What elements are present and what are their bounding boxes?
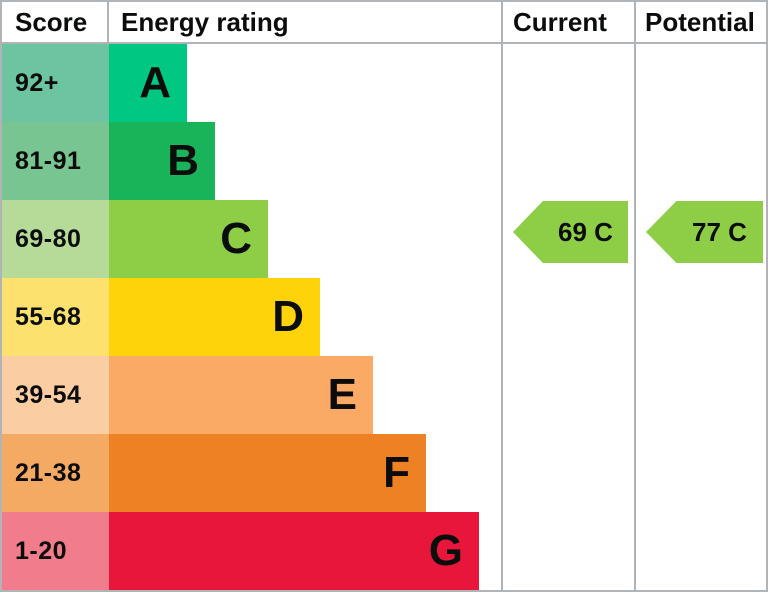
band-e-bar: E: [109, 356, 373, 434]
band-f-score-range: 21-38: [2, 434, 109, 512]
potential-rating-label: 77 C: [692, 216, 747, 247]
band-e-letter: E: [327, 370, 357, 419]
band-e-score-range: 39-54: [2, 356, 109, 434]
band-f-letter: F: [383, 448, 410, 497]
band-row-c: 69-80 C: [2, 200, 501, 278]
band-g-bar: G: [109, 512, 479, 590]
band-c-score-range: 69-80: [2, 200, 109, 278]
band-d-score-range: 55-68: [2, 278, 109, 356]
header-underline: [2, 42, 766, 44]
current-rating-label: 69 C: [558, 216, 613, 247]
band-g-score-range: 1-20: [2, 512, 109, 590]
band-row-b: 81-91 B: [2, 122, 501, 200]
band-g-letter: G: [428, 526, 463, 575]
band-rows: 92+ A 81-91 B 69-80 C 55-68 D 39-54: [2, 44, 501, 590]
band-row-f: 21-38 F: [2, 434, 501, 512]
potential-rating-arrow: 77 C: [646, 201, 763, 263]
band-row-e: 39-54 E: [2, 356, 501, 434]
band-d-bar: D: [109, 278, 320, 356]
band-b-bar: B: [109, 122, 215, 200]
current-rating-arrow: 69 C: [513, 201, 628, 263]
band-a-score-range: 92+: [2, 44, 109, 122]
band-a-bar: A: [109, 44, 187, 122]
band-c-letter: C: [220, 214, 252, 263]
header-potential: Potential: [645, 7, 755, 37]
potential-column-divider: [634, 2, 636, 590]
band-b-score-range: 81-91: [2, 122, 109, 200]
header-score: Score: [15, 7, 88, 37]
band-c-bar: C: [109, 200, 268, 278]
header-energy-rating: Energy rating: [121, 7, 289, 37]
header-current: Current: [513, 7, 607, 37]
current-column-divider: [501, 2, 503, 590]
score-column-divider: [107, 2, 109, 42]
band-d-letter: D: [272, 292, 304, 341]
band-b-letter: B: [167, 136, 199, 185]
band-row-a: 92+ A: [2, 44, 501, 122]
band-a-letter: A: [139, 58, 171, 107]
band-f-bar: F: [109, 434, 426, 512]
band-row-d: 55-68 D: [2, 278, 501, 356]
band-row-g: 1-20 G: [2, 512, 501, 590]
